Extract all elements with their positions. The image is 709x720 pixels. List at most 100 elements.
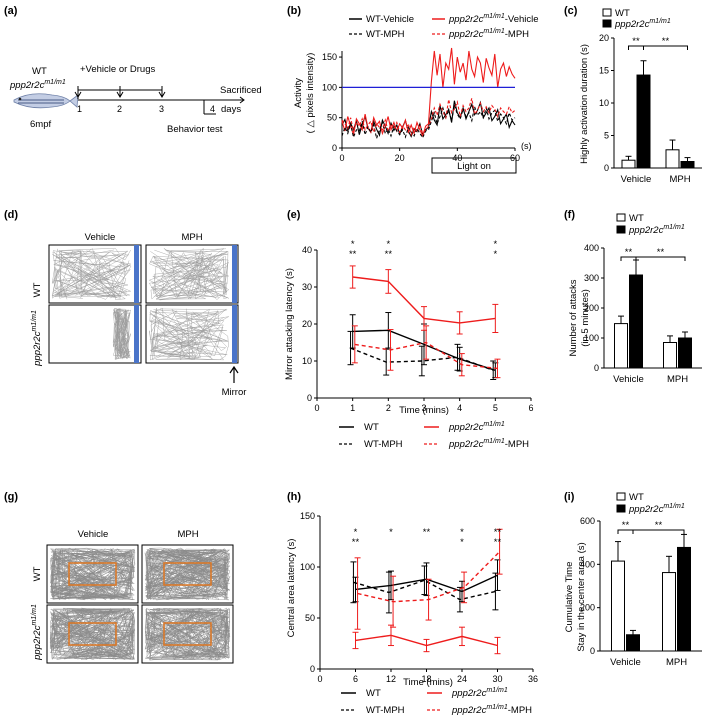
swim-track — [54, 609, 135, 660]
chart-i-ytick-label: 200 — [580, 603, 595, 613]
chart-h-series-line-2 — [353, 579, 496, 601]
chart-c-bar — [665, 149, 680, 169]
chart-e-xtick-label: 2 — [386, 403, 391, 413]
panel-label-a: (a) — [4, 5, 18, 17]
swim-track — [150, 308, 227, 358]
mirror-bar-d-2 — [134, 305, 139, 363]
swim-track — [49, 608, 133, 659]
chart-h-xtick-label: 0 — [317, 674, 322, 684]
timeline-panel: WT ppp2r2cm1/m1 6mpf +Vehicle or Drugs 1… — [9, 64, 262, 135]
swim-track — [145, 608, 231, 658]
light-on-box — [431, 157, 517, 174]
chart-e-xtick-label: 0 — [314, 403, 319, 413]
age-label: 6mpf — [30, 119, 51, 130]
chart-c-category-label: Vehicle — [621, 174, 652, 185]
chart-c-ylabel: Highly activation duration (s) — [579, 44, 590, 164]
legend-b-wt-vehicle: WT-Vehicle — [366, 14, 414, 25]
treatment-label: +Vehicle or Drugs — [80, 64, 155, 75]
chart-b-xtick-label: 0 — [339, 153, 344, 163]
chart-h-sig-star-red: ** — [494, 537, 502, 548]
chart-i-bar — [677, 546, 691, 652]
chart-e-sig-star-red: * — [493, 249, 497, 260]
swim-track — [50, 608, 135, 660]
swim-track — [51, 608, 132, 660]
chart-c-ytick-label: 15 — [599, 66, 609, 76]
chart-i-ylabel-1: Cumulative Time — [564, 562, 575, 633]
chart-h-xtick-label: 36 — [528, 674, 538, 684]
legend-c-mut: ppp2r2cm1/m1 — [614, 18, 671, 30]
chart-f-bar — [614, 323, 628, 369]
chart-e-sig-star-red: ** — [349, 249, 357, 260]
chart-f-ylabel-1: Number of attacks — [568, 279, 579, 356]
swim-track — [145, 610, 226, 660]
tracks-d — [51, 247, 230, 361]
chart-h-ytick-label: 50 — [305, 613, 315, 623]
chart-e-xtick-label: 4 — [457, 403, 462, 413]
swim-track — [150, 251, 228, 298]
legend-f-mut: ppp2r2cm1/m1 — [628, 224, 685, 236]
swim-track — [145, 610, 231, 659]
chart-e-xtick-label: 6 — [528, 403, 533, 413]
swim-track — [150, 248, 230, 300]
chart-b-ytick-label: 0 — [332, 143, 337, 153]
chart-e-xtick-label: 1 — [350, 403, 355, 413]
chart-b-series-line-1 — [341, 47, 516, 138]
center-area-g-3 — [163, 562, 212, 586]
legend-h-mut: ppp2r2cm1/m1 — [451, 687, 508, 699]
chart-e-ytick-label: 0 — [307, 393, 312, 403]
swim-track — [145, 549, 229, 601]
chart-b-xtick-label: 60 — [510, 153, 520, 163]
chart-h-xtick-label: 12 — [386, 674, 396, 684]
chart-h-xtick-label: 6 — [353, 674, 358, 684]
legend-i-wt: WT — [629, 492, 644, 503]
legend-b-wt-mph: WT-MPH — [366, 29, 405, 40]
swim-track — [149, 308, 229, 358]
behavior-test-label: Behavior test — [167, 124, 223, 135]
chart-i-category-label: MPH — [666, 657, 687, 668]
chart-b-ytick-label: 100 — [322, 82, 337, 92]
chart-c-bar — [680, 161, 695, 169]
chart-c-bar — [621, 159, 636, 169]
chart-i-ytick-label: 400 — [580, 559, 595, 569]
panel-label-f: (f) — [564, 209, 575, 221]
chart-h-ytick-label: 150 — [300, 511, 315, 521]
swim-track — [113, 308, 131, 360]
panel-label-h: (h) — [287, 491, 301, 503]
swim-track — [148, 249, 229, 301]
day-tick-1: 1 — [77, 104, 82, 114]
chart-i-sig-bracket — [632, 529, 685, 534]
chart-b-ylabel-2: ( △ pixels intensity) — [305, 53, 316, 134]
swim-track — [149, 308, 229, 361]
mirror-arrow-icon — [229, 365, 239, 383]
swim-track — [51, 611, 135, 659]
chart-f-ytick-label: 100 — [584, 333, 599, 343]
chart-f-ytick-label: 200 — [584, 303, 599, 313]
chart-e-series-line-2 — [350, 347, 494, 371]
chart-b-ytick-label: 50 — [327, 113, 337, 123]
chart-e-ytick-label: 30 — [302, 282, 312, 292]
swim-track — [153, 252, 229, 300]
day-tick-2: 2 — [117, 104, 122, 114]
chart-f-category-label: MPH — [667, 374, 688, 385]
swim-track — [145, 548, 230, 596]
chart-i-bar — [662, 572, 676, 652]
chart-e-ylabel: Mirror attacking latency (s) — [284, 268, 295, 380]
swim-track — [53, 249, 132, 298]
mirror-bar-d-3 — [232, 245, 237, 303]
swim-track — [49, 609, 135, 660]
light-on-label: Light on — [457, 161, 491, 172]
swim-track — [145, 607, 227, 661]
legend-c: WT ppp2r2cm1/m1 — [602, 8, 671, 30]
swim-track — [53, 609, 135, 660]
chart-c-sig-bracket — [643, 45, 688, 50]
chart-b-xunit: (s) — [521, 141, 532, 151]
swim-track — [114, 308, 131, 360]
chart-f-bar — [629, 274, 643, 369]
legend-h: WT ppp2r2cm1/m1 WT-MPH ppp2r2cm1/m1-MPH — [341, 687, 532, 716]
chart-h-xtick-label: 24 — [457, 674, 467, 684]
legend-b: WT-Vehicle ppp2r2cm1/m1-Vehicle WT-MPH p… — [349, 13, 539, 40]
legend-e-wt: WT — [364, 422, 379, 433]
swim-track — [149, 314, 224, 361]
chart-h-xtick-label: 30 — [492, 674, 502, 684]
